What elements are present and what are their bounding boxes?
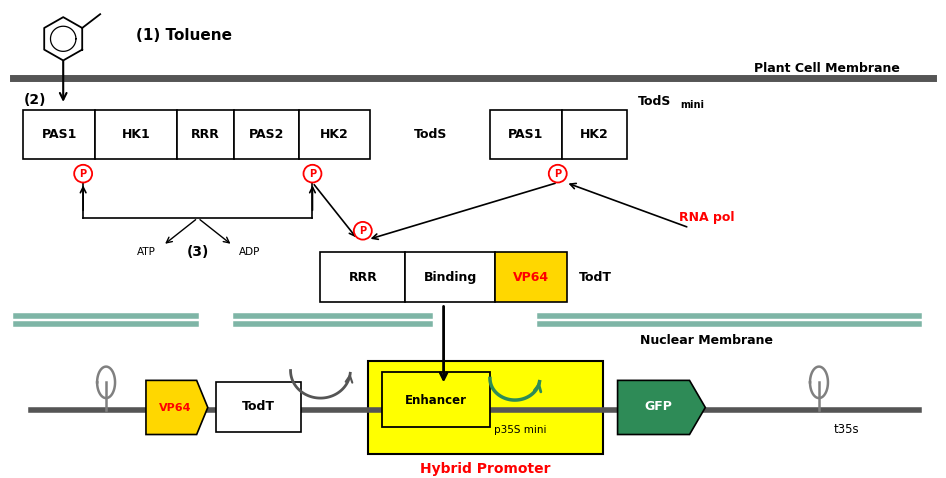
Polygon shape [618,380,706,435]
Text: Plant Cell Membrane: Plant Cell Membrane [754,62,900,75]
Bar [177,109,234,159]
Bar [234,109,299,159]
Text: VP64: VP64 [513,271,549,283]
Text: P: P [359,226,366,236]
Bar [495,252,567,302]
Text: RNA pol: RNA pol [679,211,735,225]
Text: (3): (3) [186,245,209,260]
Bar [490,109,562,159]
Circle shape [74,165,92,183]
Text: (1) Toluene: (1) Toluene [136,28,232,43]
Text: Binding: Binding [424,271,477,283]
Text: t35s: t35s [834,423,860,436]
Bar [562,109,626,159]
Text: p35S mini: p35S mini [494,424,546,435]
Circle shape [354,222,372,239]
Text: PAS2: PAS2 [249,128,284,141]
Circle shape [549,165,567,183]
Text: HK2: HK2 [580,128,608,141]
Text: Enhancer: Enhancer [405,393,467,407]
Text: P: P [79,169,87,179]
Circle shape [304,165,322,183]
Polygon shape [146,380,208,435]
Bar [321,252,405,302]
Text: Hybrid Promoter: Hybrid Promoter [420,462,551,476]
Text: P: P [309,169,316,179]
Text: P: P [554,169,561,179]
Text: HK2: HK2 [320,128,349,141]
Text: TodS: TodS [638,95,671,109]
Bar [368,361,603,454]
Text: (2): (2) [24,93,45,107]
Text: PAS1: PAS1 [42,128,77,141]
Text: HK1: HK1 [122,128,150,141]
Text: ADP: ADP [239,248,260,258]
Text: mini: mini [680,100,705,110]
Text: TodT: TodT [579,271,612,283]
Text: Nuclear Membrane: Nuclear Membrane [639,335,773,348]
Text: PAS1: PAS1 [508,128,544,141]
Text: GFP: GFP [644,401,673,413]
Bar [216,382,301,432]
Text: TodT: TodT [241,401,274,413]
Bar [299,109,370,159]
Text: TodS: TodS [413,128,447,141]
Text: VP64: VP64 [159,403,191,413]
Bar [405,252,495,302]
Text: ATP: ATP [136,248,155,258]
Text: RRR: RRR [348,271,377,283]
Bar [382,372,490,427]
Bar [96,109,177,159]
Bar [24,109,96,159]
Text: RRR: RRR [191,128,219,141]
